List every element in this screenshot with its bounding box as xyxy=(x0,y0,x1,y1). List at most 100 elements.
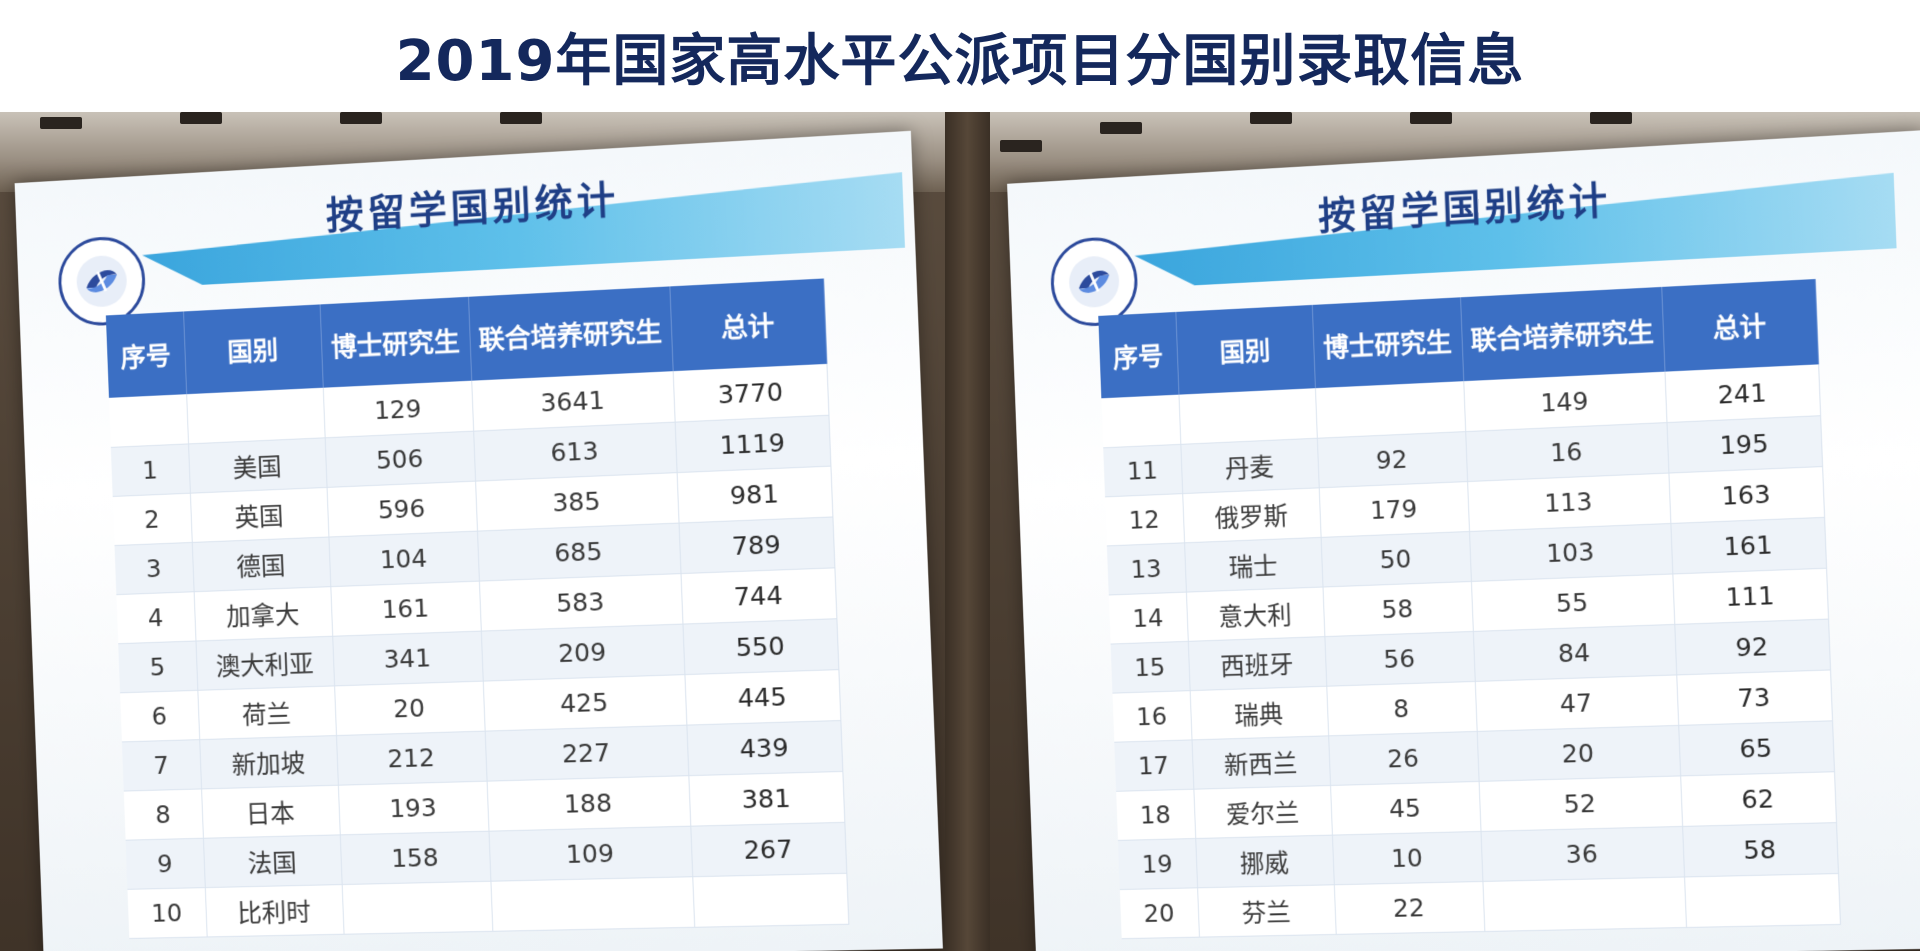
table-cell: 13 xyxy=(1107,543,1186,595)
table-cell: 84 xyxy=(1473,624,1676,681)
table-cell: 109 xyxy=(489,826,693,881)
table-cell: 550 xyxy=(682,619,838,675)
table-cell: 9 xyxy=(126,838,205,889)
table-cell: 195 xyxy=(1666,416,1822,473)
table-cell: 8 xyxy=(1326,681,1476,735)
table-cell xyxy=(186,388,324,444)
table-cell: 193 xyxy=(338,781,489,835)
column-header-joint: 联合培养研究生 xyxy=(468,286,673,380)
table-cell: 20 xyxy=(1477,725,1680,781)
table-cell: 16 xyxy=(1112,691,1191,743)
table-cell: 挪威 xyxy=(1195,835,1334,888)
table-cell: 439 xyxy=(686,721,842,776)
table-cell: 10 xyxy=(127,888,206,939)
table-cell: 47 xyxy=(1475,675,1678,731)
table-cell: 55 xyxy=(1471,574,1674,631)
table-cell xyxy=(1684,874,1840,928)
table-cell xyxy=(1482,877,1686,932)
vent xyxy=(180,112,222,124)
table-cell: 227 xyxy=(485,725,689,781)
table-cell: 22 xyxy=(1334,881,1485,934)
column-header-index: 序号 xyxy=(1098,312,1178,398)
table-cell: 506 xyxy=(325,431,475,487)
statistics-table: 序号 国别 博士研究生 联合培养研究生 总计 129 3641 3770 1 xyxy=(106,278,849,938)
table-cell: 日本 xyxy=(201,785,340,838)
table-cell xyxy=(109,394,188,447)
table-cell: 92 xyxy=(1317,432,1467,488)
column-header-index: 序号 xyxy=(106,311,186,397)
table-cell xyxy=(1178,388,1316,444)
table-cell: 俄罗斯 xyxy=(1182,488,1320,543)
table-cell xyxy=(342,881,493,934)
table-cell: 19 xyxy=(1118,839,1197,890)
right-photo: 按留学国别统计 序号 国别 博士研究生 联合培养研究生 总计 xyxy=(990,112,1920,951)
table-cell: 73 xyxy=(1676,670,1832,725)
table-cell: 583 xyxy=(479,574,683,632)
table-cell: 179 xyxy=(1319,482,1469,538)
column-header-joint: 联合培养研究生 xyxy=(1460,287,1664,381)
table-cell: 11 xyxy=(1103,444,1182,496)
table-cell: 161 xyxy=(1670,517,1826,574)
table-cell: 爱尔兰 xyxy=(1193,785,1332,838)
table-cell: 意大利 xyxy=(1186,587,1324,641)
table-cell: 92 xyxy=(1674,619,1830,675)
statistics-table: 序号 国别 博士研究生 联合培养研究生 总计 149 241 11 丹麦 xyxy=(1098,279,1840,939)
table-cell: 789 xyxy=(679,517,835,574)
table-cell: 385 xyxy=(475,473,678,531)
table-cell: 10 xyxy=(1332,831,1482,884)
table-cell: 104 xyxy=(328,531,478,587)
table-cell: 1 xyxy=(111,444,190,497)
table-cell: 149 xyxy=(1463,372,1666,432)
column-header-country: 国别 xyxy=(183,304,323,394)
column-header-country: 国别 xyxy=(1175,305,1315,395)
table-cell: 111 xyxy=(1672,568,1828,624)
table-cell: 澳大利亚 xyxy=(196,636,335,690)
table-cell: 103 xyxy=(1469,524,1672,582)
table-cell: 425 xyxy=(483,675,687,732)
table-cell: 新加坡 xyxy=(199,736,338,789)
table-cell: 17 xyxy=(1114,740,1193,791)
table-cell: 20 xyxy=(1120,888,1199,939)
left-photo: 按留学国别统计 序号 国别 博士研究生 联合培养研究生 总计 xyxy=(0,112,945,951)
table-cell: 德国 xyxy=(192,537,331,592)
table-cell xyxy=(490,877,694,932)
table-cell: 596 xyxy=(327,481,477,537)
table-cell xyxy=(1101,395,1180,448)
vent xyxy=(340,112,382,124)
table-cell: 163 xyxy=(1668,467,1824,524)
table-cell: 6 xyxy=(120,690,199,742)
table-cell: 18 xyxy=(1116,789,1195,840)
table-cell: 744 xyxy=(681,568,837,624)
table-cell: 8 xyxy=(124,789,203,840)
table-cell: 3 xyxy=(115,542,194,594)
table-cell: 26 xyxy=(1328,731,1478,785)
table-cell xyxy=(1315,381,1465,438)
table-cell: 65 xyxy=(1678,721,1834,776)
table-cell: 685 xyxy=(477,523,681,581)
table-cell: 瑞典 xyxy=(1190,686,1329,740)
table-cell xyxy=(692,873,848,927)
table-cell: 241 xyxy=(1664,364,1820,422)
table-cell: 20 xyxy=(334,681,485,735)
table-cell: 7 xyxy=(122,740,201,791)
table-cell: 荷兰 xyxy=(197,686,336,740)
table-cell: 3770 xyxy=(673,364,829,422)
vent xyxy=(1000,140,1042,152)
column-header-total: 总计 xyxy=(1661,279,1818,372)
table-cell: 14 xyxy=(1109,592,1188,644)
table-cell: 3641 xyxy=(471,371,674,431)
table-cell: 212 xyxy=(336,731,487,785)
table-cell: 209 xyxy=(481,624,685,681)
projection-screen: 按留学国别统计 序号 国别 博士研究生 联合培养研究生 总计 xyxy=(1007,130,1920,951)
table-cell: 381 xyxy=(688,771,844,826)
table-cell: 56 xyxy=(1324,631,1474,686)
table-cell: 981 xyxy=(677,466,833,523)
table-cell: 52 xyxy=(1479,776,1683,832)
column-header-total: 总计 xyxy=(669,279,826,372)
table-cell: 瑞士 xyxy=(1184,537,1322,592)
table-cell: 158 xyxy=(340,831,491,884)
table-cell: 1119 xyxy=(675,415,831,472)
vent xyxy=(1410,112,1452,124)
table-cell: 50 xyxy=(1321,532,1471,587)
vent xyxy=(500,112,542,124)
